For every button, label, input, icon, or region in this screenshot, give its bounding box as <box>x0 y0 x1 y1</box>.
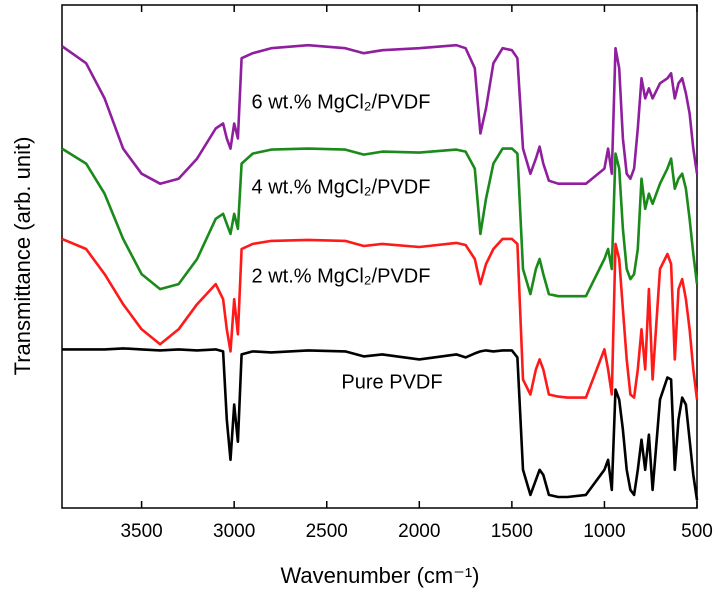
series-label: 2 wt.% MgCl₂/PVDF <box>252 265 431 287</box>
series-label: 4 wt.% MgCl₂/PVDF <box>252 176 431 198</box>
x-tick-label: 2500 <box>306 521 348 542</box>
series-label: 6 wt.% MgCl₂/PVDF <box>252 91 431 113</box>
x-tick-label: 2000 <box>398 521 440 542</box>
series-label: Pure PVDF <box>341 371 442 393</box>
x-axis-title: Wavenumber (cm⁻¹) <box>280 563 479 588</box>
x-tick-label: 500 <box>681 521 713 542</box>
series-line <box>61 43 699 185</box>
x-tick-label: 3000 <box>213 521 255 542</box>
plot-frame <box>61 4 698 509</box>
series-line <box>61 237 699 400</box>
x-tick-label: 3500 <box>120 521 162 542</box>
y-axis-title: Transmittance (arb. unit) <box>10 137 35 376</box>
series-line <box>61 147 699 298</box>
x-tick-label: 1500 <box>491 521 533 542</box>
series-line <box>62 347 699 501</box>
x-tick-label: 1000 <box>583 521 625 542</box>
